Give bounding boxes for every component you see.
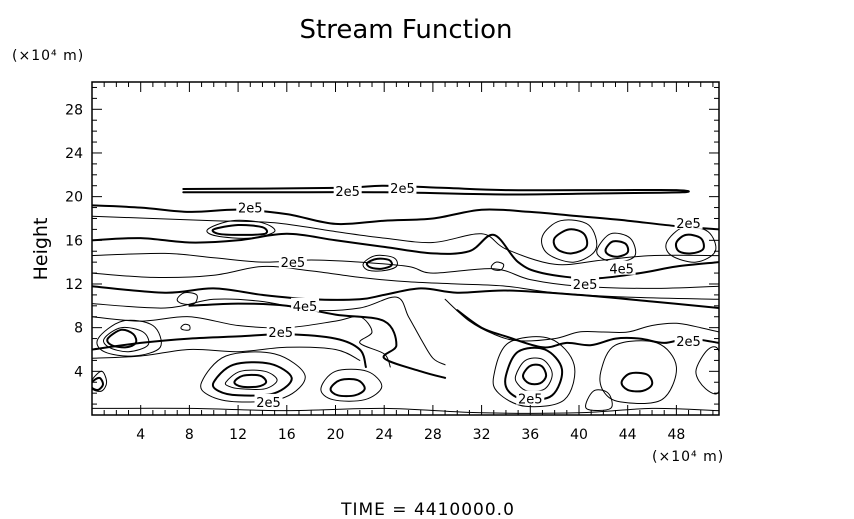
y-units-label: (×10⁴ m) (12, 48, 84, 64)
x-tick-label-20: 20 (327, 427, 345, 443)
contour-label-4: 2e5 (281, 256, 306, 271)
x-tick-label-12: 12 (229, 427, 247, 443)
x-tick-label-48: 48 (667, 427, 685, 443)
x-tick-label-36: 36 (521, 427, 539, 443)
contour-label-7: 4e5 (293, 300, 318, 315)
contour-label-5: 4e5 (609, 263, 634, 278)
y-tick-label-28: 28 (65, 102, 83, 118)
contour-line-thick-10 (92, 333, 367, 368)
chart-title: Stream Function (300, 15, 513, 45)
contour-line-thick-37 (522, 363, 548, 386)
contour-line-thick-25 (604, 240, 630, 258)
x-tick-label-28: 28 (424, 427, 442, 443)
contour-line-thick-23 (552, 228, 589, 255)
contour-line-thin-16 (103, 326, 150, 353)
contour-label-2: 2e5 (238, 202, 263, 217)
contour-line-thin-36 (514, 357, 553, 392)
contour-line-thin-41 (585, 389, 613, 411)
contour-label-10: 2e5 (256, 396, 281, 411)
contour-line-thick-29 (211, 361, 293, 397)
contour-label-6: 2e5 (573, 278, 598, 293)
contour-label-bg-8 (266, 324, 295, 339)
contour-line-thin-38 (599, 340, 677, 405)
x-tick-label-16: 16 (278, 427, 296, 443)
contour-line-thin-30 (224, 369, 278, 391)
contour-line-thin-42 (176, 291, 198, 305)
contour-line-thick-0 (182, 184, 690, 196)
contour-line-thin-26 (665, 226, 717, 263)
y-tick-label-4: 4 (74, 364, 83, 380)
contour-line-thin-12 (444, 298, 719, 342)
x-units-label: (×10⁴ m) (652, 449, 724, 465)
time-footer: TIME = 4410000.0 (340, 500, 515, 519)
contour-label-bg-11 (516, 390, 545, 405)
contour-line-thick-3 (92, 232, 719, 280)
axis-ticks (92, 82, 719, 415)
x-tick-label-32: 32 (473, 427, 491, 443)
contour-line-thick-13 (456, 309, 719, 349)
contour-label-bg-3 (674, 214, 703, 229)
contour-line-thin-20 (362, 254, 398, 272)
contour-label-3: 2e5 (676, 217, 701, 232)
contour-label-bg-1 (333, 183, 362, 198)
x-tick-label-4: 4 (136, 427, 145, 443)
contour-label-1: 2e5 (335, 185, 360, 200)
contour-line-thick-31 (233, 373, 268, 389)
contour-label-bg-9 (674, 332, 703, 347)
y-axis-title: Height (30, 218, 52, 281)
contour-line-thick-21 (365, 257, 393, 270)
contour-line-thick-19 (211, 223, 269, 236)
contour-label-bg-7 (291, 297, 320, 312)
contour-line-thin-40 (695, 346, 719, 395)
x-tick-label-40: 40 (570, 427, 588, 443)
contour-label-bg-10 (254, 393, 283, 408)
contour-label-11: 2e5 (518, 393, 543, 408)
contour-line-thick-35 (504, 346, 564, 402)
contour-line-thick-17 (106, 328, 138, 349)
contour-line-thin-28 (200, 351, 306, 403)
contour-label-bg-2 (236, 199, 265, 214)
contour-line-thick-39 (620, 371, 654, 393)
contour-line-thick-8 (188, 302, 447, 379)
contour-line-thin-9 (92, 315, 391, 368)
x-tick-label-44: 44 (619, 427, 637, 443)
x-tick-label-24: 24 (375, 427, 393, 443)
contour-line-thick-27 (674, 233, 705, 255)
y-tick-label-8: 8 (74, 321, 83, 337)
contour-line-thick-6 (92, 285, 719, 309)
contour-label-9: 2e5 (676, 335, 701, 350)
plot-frame (91, 81, 720, 416)
contour-line-thick-46 (92, 376, 105, 392)
y-tick-label-16: 16 (65, 233, 83, 249)
contour-label-8: 2e5 (268, 326, 293, 341)
y-tick-label-24: 24 (65, 146, 83, 162)
contour-label-bg-5 (607, 260, 636, 275)
contour-line-thin-18 (206, 219, 276, 239)
contour-label-0: 2e5 (390, 182, 415, 197)
contour-line-thin-15 (96, 319, 162, 357)
contour-line-thin-32 (320, 368, 383, 402)
contour-line-thin-24 (596, 232, 637, 263)
contour-label-bg-4 (278, 254, 307, 269)
contour-lines (92, 184, 719, 414)
contour-label-bg-0 (388, 179, 417, 194)
contour-line-thin-14 (92, 407, 719, 414)
y-tick-label-12: 12 (65, 277, 83, 293)
contour-line-thin-34 (492, 336, 576, 408)
contour-line-thick-33 (329, 377, 366, 398)
x-tick-label-8: 8 (185, 427, 194, 443)
contour-line-thin-22 (541, 219, 598, 263)
contour-line-thin-43 (490, 261, 505, 271)
contour-label-bg-6 (571, 275, 600, 290)
contour-line-thin-44 (180, 323, 191, 331)
y-tick-label-20: 20 (65, 190, 83, 206)
contour-line-thick-1 (92, 204, 719, 231)
contour-line-thin-11 (92, 346, 361, 361)
contour-line-thin-2 (92, 215, 719, 266)
